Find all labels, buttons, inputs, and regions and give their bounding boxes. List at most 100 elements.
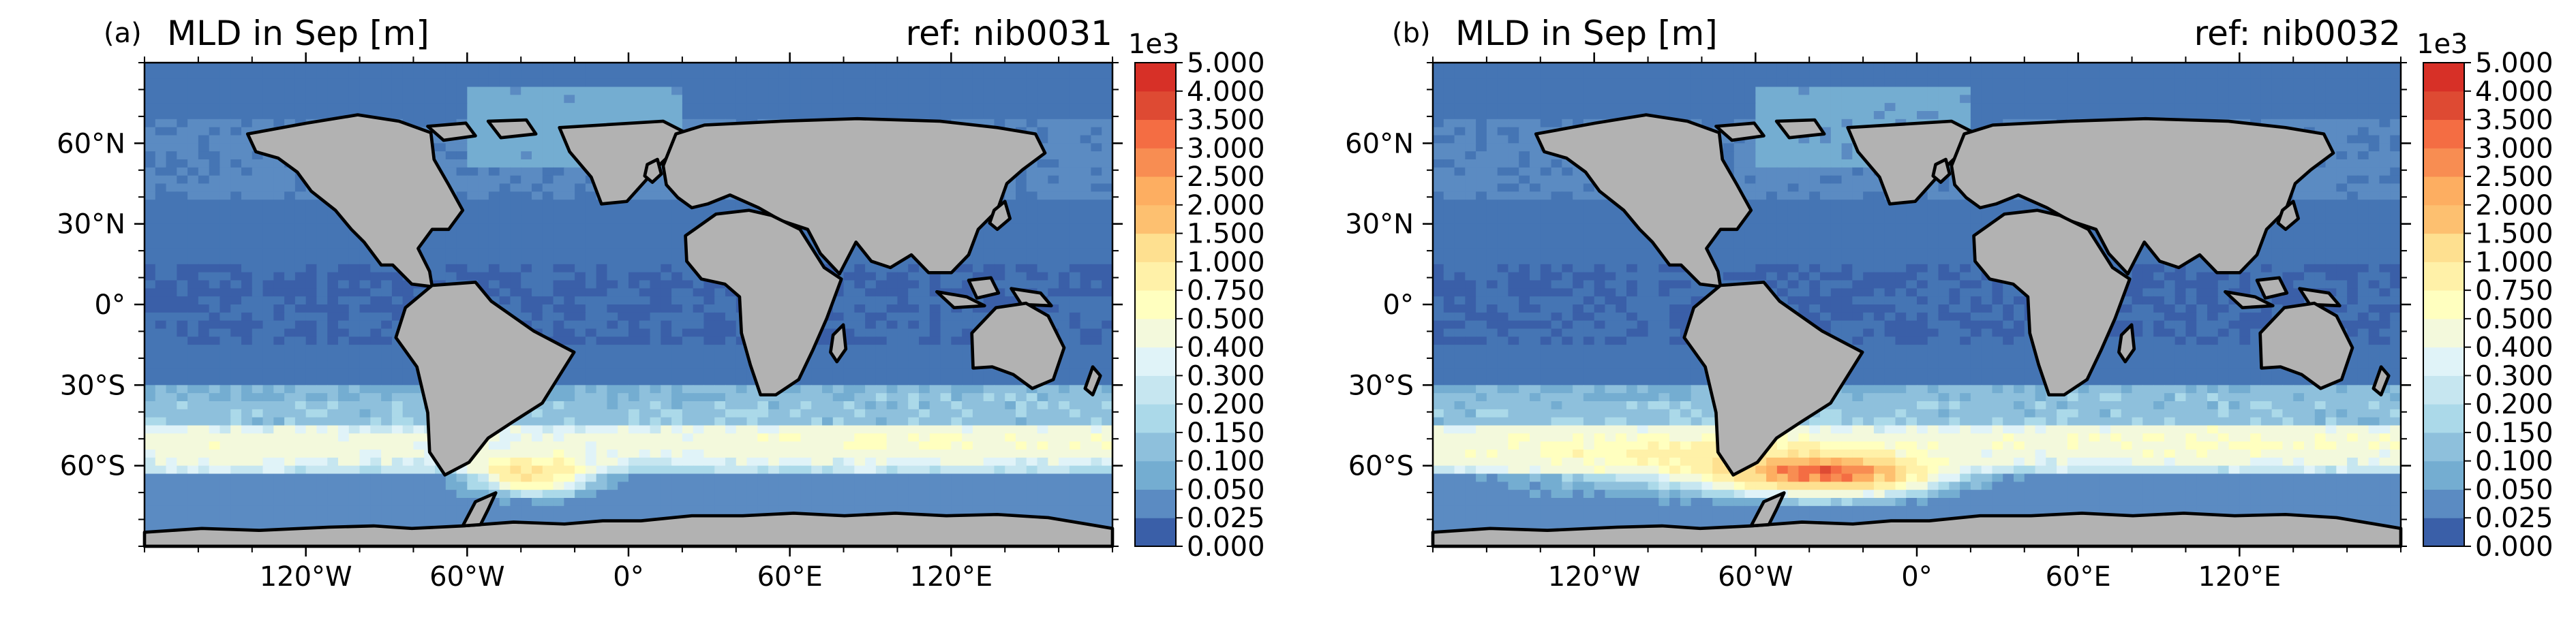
y-tick-label: 60°N [57,128,125,159]
panel-reference: ref: nib0031 [906,14,1112,53]
x-tick-label: 60°W [1718,561,1793,593]
colorbar-segment [2423,433,2464,461]
colorbar-tick-label: 0.300 [2475,360,2554,392]
map [145,63,1113,547]
colorbar-tick-label: 2.500 [2475,161,2554,193]
y-tick-label: 30°S [1348,370,1414,401]
colorbar-segment [2423,461,2464,490]
colorbar-segment [2423,262,2464,290]
colorbar-segment [1135,404,1176,433]
colorbar-tick-label: 0.750 [1187,275,1265,307]
y-tick-label: 0° [1383,289,1414,321]
colorbar-segment [2423,176,2464,205]
colorbar-tick-label: 0.300 [1187,360,1265,392]
y-tick-label: 60°N [1345,128,1414,159]
colorbar-tick-label: 4.000 [1187,76,1265,108]
panel-a: (a) MLD in Sep [m] ref: nib0031 120°W 60°W 0°… [57,14,1264,593]
panel-title: MLD in Sep [m] [167,14,429,53]
x-tick-label: 120°W [1548,561,1641,593]
colorbar-segment [2423,148,2464,176]
colorbar-tick-label: 3.000 [1187,133,1265,164]
colorbar-tick-label: 3.000 [2475,133,2554,164]
colorbar-tick-label: 3.500 [1187,105,1265,136]
colorbar-segment [2423,205,2464,234]
colorbar-segment [1135,319,1176,347]
colorbar-tick-label: 0.050 [1187,474,1265,505]
panel-reference: ref: nib0032 [2194,14,2401,53]
colorbar-tick-label: 0.150 [2475,418,2554,449]
figure: (a) MLD in Sep [m] ref: nib0031 120°W 60°W 0°… [0,0,2576,643]
colorbar-segment [1135,176,1176,205]
colorbar-tick-label: 0.025 [2475,503,2554,534]
x-tick-label: 60°E [757,561,823,593]
y-tick-label: 60°S [60,451,125,482]
colorbar-segment [1135,489,1176,518]
colorbar-tick-label: 3.500 [2475,105,2554,136]
colorbar-segment [2423,319,2464,347]
colorbar-segment [2423,489,2464,518]
colorbar-segment [1135,91,1176,120]
colorbar-segment [2423,518,2464,546]
colorbar-segment [2423,63,2464,91]
colorbar-segment [1135,120,1176,148]
colorbar-segment [2423,375,2464,404]
colorbar-tick-label: 1.500 [1187,219,1265,250]
colorbar-tick-label: 0.400 [1187,332,1265,364]
colorbar-segment [1135,375,1176,404]
colorbar-segment [2423,347,2464,376]
x-tick-label: 120°E [2198,561,2282,593]
x-tick-label: 60°E [2046,561,2111,593]
colorbar-segment [2423,91,2464,120]
colorbar-segment [1135,461,1176,490]
colorbar-tick-label: 0.050 [2475,474,2554,505]
colorbar-segment [1135,262,1176,290]
y-tick-label: 0° [95,289,125,321]
colorbar-segment [1135,518,1176,546]
colorbar-tick-label: 2.000 [1187,190,1265,221]
colorbar: 0.0000.0250.0500.1000.1500.2000.3000.400… [1128,29,1265,563]
colorbar-segment [1135,290,1176,319]
colorbar-tick-label: 1.000 [2475,247,2554,278]
colorbar-tick-label: 0.000 [1187,531,1265,563]
colorbar-multiplier: 1e3 [1128,29,1180,60]
colorbar-tick-label: 0.400 [2475,332,2554,364]
colorbar-tick-label: 0.150 [1187,418,1265,449]
panel-label: (b) [1392,18,1431,49]
panel-title: MLD in Sep [m] [1455,14,1718,53]
colorbar-segment [1135,234,1176,262]
x-tick-label: 60°W [429,561,504,593]
x-tick-label: 120°W [260,561,352,593]
panel-b: (b) MLD in Sep [m] ref: nib0032 120°W 60°W 0°… [1345,14,2553,593]
colorbar-tick-label: 5.000 [2475,48,2554,79]
colorbar: 0.0000.0250.0500.1000.1500.2000.3000.400… [2416,29,2554,563]
colorbar-tick-label: 0.100 [2475,446,2554,477]
colorbar-tick-label: 5.000 [1187,48,1265,79]
colorbar-segment [2423,404,2464,433]
colorbar-segment [2423,290,2464,319]
y-tick-label: 30°N [1345,209,1414,240]
colorbar-tick-label: 1.500 [2475,219,2554,250]
colorbar-tick-label: 0.025 [1187,503,1265,534]
colorbar-segment [1135,347,1176,376]
colorbar-tick-label: 0.000 [2475,531,2554,563]
colorbar-tick-label: 1.000 [1187,247,1265,278]
y-tick-label: 60°S [1348,451,1414,482]
colorbar-tick-label: 2.500 [1187,161,1265,193]
colorbar-tick-label: 0.500 [2475,304,2554,335]
colorbar-segment [2423,120,2464,148]
colorbar-tick-label: 0.100 [1187,446,1265,477]
colorbar-tick-label: 4.000 [2475,76,2554,108]
y-tick-label: 30°N [57,209,125,240]
colorbar-tick-label: 0.750 [2475,275,2554,307]
colorbar-segment [1135,205,1176,234]
colorbar-multiplier: 1e3 [2416,29,2468,60]
colorbar-tick-label: 0.200 [2475,389,2554,420]
y-tick-label: 30°S [60,370,125,401]
x-tick-label: 120°E [910,561,993,593]
colorbar-segment [1135,148,1176,176]
colorbar-tick-label: 2.000 [2475,190,2554,221]
colorbar-tick-label: 0.500 [1187,304,1265,335]
panel-label: (a) [104,18,142,49]
x-tick-label: 0° [613,561,643,593]
colorbar-segment [1135,63,1176,91]
